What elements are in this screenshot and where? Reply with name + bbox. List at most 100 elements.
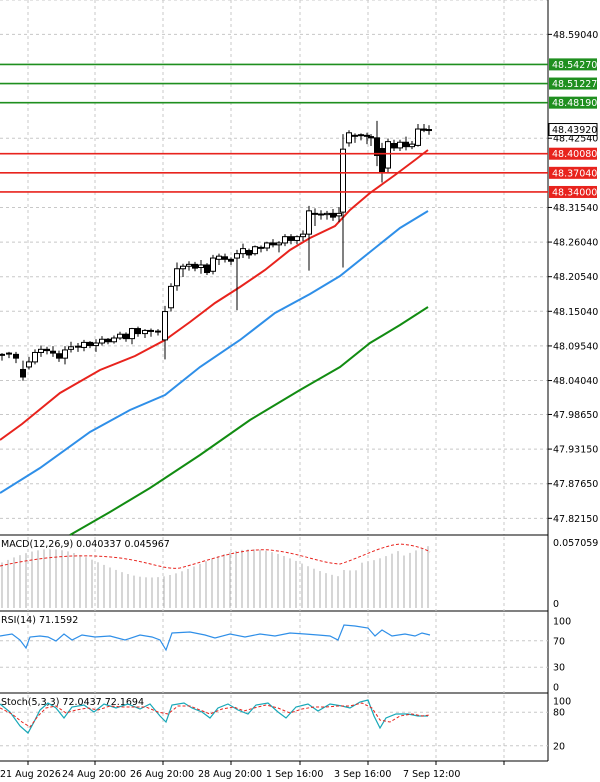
support-level-label-bg xyxy=(549,147,597,160)
candle-body xyxy=(409,143,415,148)
current-price-tag xyxy=(548,123,598,137)
candle-body xyxy=(312,212,318,215)
x-tick-label: 24 Aug 20:00 xyxy=(62,769,126,780)
y-tick-label: 48.09540 xyxy=(553,341,598,352)
y-tick-label: 48.31540 xyxy=(553,203,598,214)
candle-body xyxy=(180,265,186,270)
candle-body xyxy=(129,328,135,340)
x-tick-label: 28 Aug 20:00 xyxy=(198,769,262,780)
candle-body xyxy=(336,212,342,217)
candle-body xyxy=(168,285,174,309)
candle-body xyxy=(364,134,370,137)
y-tick-label: 48.59040 xyxy=(553,30,598,41)
x-tick-label: 21 Aug 2026 xyxy=(0,769,61,780)
candle-body xyxy=(385,141,391,169)
rsi-title: RSI(14) 71.1592 xyxy=(1,615,78,626)
y-tick-label: 48.20540 xyxy=(553,272,598,283)
candle-body xyxy=(276,242,282,246)
x-tick-label: 1 Sep 16:00 xyxy=(266,769,323,780)
support-level-label: 48.37040 xyxy=(552,168,597,179)
candle-body xyxy=(13,353,19,359)
candle-body xyxy=(105,338,111,343)
candle-body xyxy=(93,342,99,347)
candle-body xyxy=(68,346,74,350)
x-tick-label: 7 Sep 12:00 xyxy=(403,769,460,780)
candle-body xyxy=(368,136,374,139)
candle-body xyxy=(162,311,168,341)
candle-body xyxy=(258,246,264,249)
candle-body xyxy=(288,236,294,241)
candle-body xyxy=(192,263,198,269)
resistance-level-label: 48.54270 xyxy=(552,60,597,71)
candle-body xyxy=(340,148,346,213)
resistance-level-label-bg xyxy=(549,96,597,109)
support-level-label-bg xyxy=(549,166,597,179)
candle-body xyxy=(186,263,192,267)
ma-slow-line xyxy=(69,306,429,536)
candle-body xyxy=(38,348,44,353)
candle-body xyxy=(210,257,216,272)
stoch-k-line xyxy=(0,699,428,734)
candle-body xyxy=(174,268,180,287)
y-tick-label: 47.82150 xyxy=(553,514,598,525)
candle-body xyxy=(198,264,204,269)
candle-body xyxy=(75,345,81,348)
macd-title: MACD(12,26,9) 0.040337 0.045967 xyxy=(1,539,170,550)
candle-body xyxy=(324,212,330,216)
candle-body xyxy=(135,328,141,335)
candle-body xyxy=(204,264,210,274)
candle-body xyxy=(252,246,258,255)
candle-body xyxy=(148,329,154,332)
rsi-y-tick-label: 30 xyxy=(553,663,565,674)
y-tick-label: 48.42540 xyxy=(553,134,598,145)
candle-body xyxy=(374,137,380,156)
candle-body xyxy=(246,250,252,256)
rsi-y-tick-label: 0 xyxy=(553,683,559,694)
candle-body xyxy=(426,129,432,132)
y-tick-label: 48.04040 xyxy=(553,376,598,387)
candle-body xyxy=(111,337,117,343)
x-tick-label: 26 Aug 20:00 xyxy=(130,769,194,780)
candle-body xyxy=(294,236,300,241)
candle-body xyxy=(62,349,68,359)
stoch-y-tick-label: 100 xyxy=(553,697,571,708)
candle-body xyxy=(81,341,87,348)
support-level-label: 48.40080 xyxy=(552,149,597,160)
candle-body xyxy=(318,213,324,216)
candle-body xyxy=(123,333,129,340)
candle-body xyxy=(228,258,234,262)
candle-body xyxy=(0,353,5,356)
candle-body xyxy=(56,353,62,359)
support-level-label: 48.34000 xyxy=(552,187,597,198)
candle-body xyxy=(216,255,222,260)
candle-body xyxy=(379,148,385,173)
y-tick-label: 47.98650 xyxy=(553,410,598,421)
candle-body xyxy=(421,128,427,131)
candle-body xyxy=(44,348,50,352)
candle-body xyxy=(20,368,26,378)
macd-signal-line xyxy=(0,543,431,569)
x-tick-label: 3 Sep 16:00 xyxy=(334,769,391,780)
resistance-level-label-bg xyxy=(549,58,597,71)
candle-body xyxy=(50,350,56,354)
candle-body xyxy=(32,351,38,363)
candle-body xyxy=(6,352,12,355)
current-price-label: 48.43920 xyxy=(552,125,597,136)
candle-body xyxy=(117,333,123,339)
ma-fast-line xyxy=(0,149,429,441)
resistance-level-label-bg xyxy=(549,77,597,90)
stoch-d-line xyxy=(0,702,431,728)
candle-body xyxy=(415,128,421,146)
resistance-level-label: 48.48190 xyxy=(552,98,597,109)
macd-y-tick-label: 0 xyxy=(553,599,559,610)
rsi-y-tick-label: 70 xyxy=(553,636,565,647)
macd-y-tick-label: 0.057059 xyxy=(553,538,598,549)
y-tick-label: 47.87650 xyxy=(553,479,598,490)
resistance-level-label: 48.51227 xyxy=(552,79,597,90)
candle-body xyxy=(330,212,336,218)
support-level-label-bg xyxy=(549,185,597,198)
candle-body xyxy=(306,210,312,235)
candle-body xyxy=(99,338,105,344)
candle-body xyxy=(270,242,276,246)
